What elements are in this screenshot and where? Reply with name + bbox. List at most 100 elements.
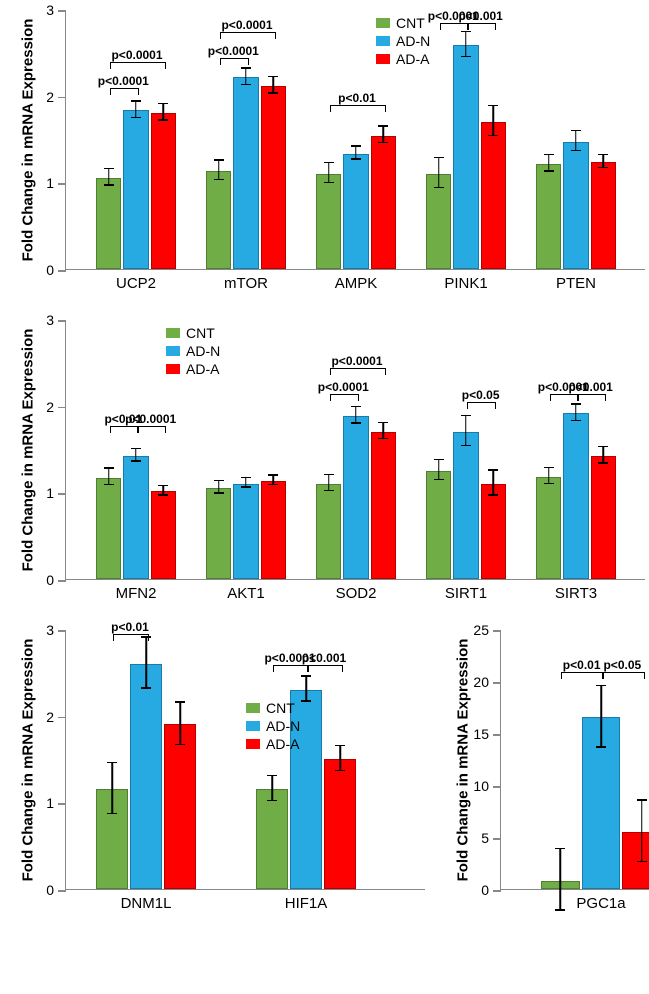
legend: CNTAD-NAD-A [376,15,430,67]
x-tick-label: MFN2 [116,585,157,602]
significance-label: p<0.0001 [125,412,176,426]
bar [123,110,148,269]
bar [233,484,258,579]
error-cap [637,799,647,801]
x-tick-label: SOD2 [336,585,377,602]
error-bar [493,105,495,136]
legend-label: AD-A [186,361,219,377]
error-cap [378,142,388,144]
error-bar [108,168,110,185]
legend-label: AD-N [266,718,300,734]
legend-item: CNT [376,15,430,31]
error-cap [637,861,647,863]
error-cap [434,479,444,481]
legend-item: AD-N [376,33,430,49]
bar [96,178,121,269]
bar-group [96,110,176,269]
y-tick [58,320,66,322]
error-cap [571,420,581,422]
error-bar [355,406,357,423]
significance-bracket [330,105,387,112]
bar-group [316,136,396,269]
x-tick-label: PINK1 [444,275,487,292]
chart-panel: Fold Change in mRNA Expression0123MFN2p<… [10,320,645,610]
error-cap [131,117,141,119]
y-tick [58,183,66,185]
error-cap [351,422,361,424]
legend-item: AD-A [246,736,300,752]
chart-panel: Fold Change in mRNA Expression0510152025… [445,630,649,920]
significance-bracket [307,665,343,672]
error-cap [555,848,565,850]
bar [536,164,561,269]
error-cap [571,150,581,152]
error-cap [461,415,471,417]
legend-item: AD-N [246,718,300,734]
y-tick [58,630,66,632]
significance-bracket [330,368,387,375]
x-tick-label: PTEN [556,275,596,292]
significance-label: p<0.05 [462,388,500,402]
error-cap [544,170,554,172]
legend-swatch [166,328,180,338]
error-bar [108,468,110,485]
significance-bracket [561,672,604,679]
bar [481,122,506,269]
error-cap [598,446,608,448]
error-bar [305,676,307,702]
error-cap [434,459,444,461]
y-tick-label: 15 [473,726,489,742]
error-cap [488,469,498,471]
error-cap [268,484,278,486]
error-cap [158,494,168,496]
y-tick [493,786,501,788]
significance-bracket [440,23,469,30]
bar-group [206,77,286,269]
significance-label: p<0.001 [458,9,502,23]
y-tick-label: 1 [46,485,54,501]
error-cap [461,445,471,447]
y-tick-label: 5 [481,830,489,846]
bar [324,759,356,889]
error-cap [104,184,114,186]
bar [426,471,451,579]
bar [481,484,506,579]
error-bar [339,745,341,771]
legend-swatch [376,54,390,64]
x-tick-label: PGC1a [576,895,625,912]
error-cap [241,84,251,86]
bar [563,142,588,269]
error-cap [351,158,361,160]
bar [261,86,286,269]
error-bar [603,446,605,463]
error-cap [324,474,334,476]
error-cap [324,490,334,492]
significance-label: p<0.001 [568,380,612,394]
error-bar [465,415,467,446]
x-tick-label: DNM1L [121,895,172,912]
error-cap [131,448,141,450]
error-cap [335,770,345,772]
significance-bracket [467,23,496,30]
significance-label: p<0.01 [563,658,601,672]
x-tick-label: SIRT1 [445,585,487,602]
error-cap [158,485,168,487]
y-tick [493,734,501,736]
legend: CNTAD-NAD-A [246,700,300,752]
significance-label: p<0.001 [302,651,346,665]
error-bar [600,685,602,747]
error-cap [241,67,251,69]
bar [536,477,561,579]
error-cap [214,492,224,494]
y-tick-label: 3 [46,312,54,328]
legend-label: CNT [396,15,425,31]
significance-label: p<0.05 [603,658,641,672]
error-cap [324,182,334,184]
error-cap [267,775,277,777]
y-tick [493,890,501,892]
significance-label: p<0.0001 [331,354,382,368]
x-tick-label: SIRT3 [555,585,597,602]
legend-swatch [376,18,390,28]
bar [453,432,478,579]
y-axis-label: Fold Change in mRNA Expression [20,638,37,881]
